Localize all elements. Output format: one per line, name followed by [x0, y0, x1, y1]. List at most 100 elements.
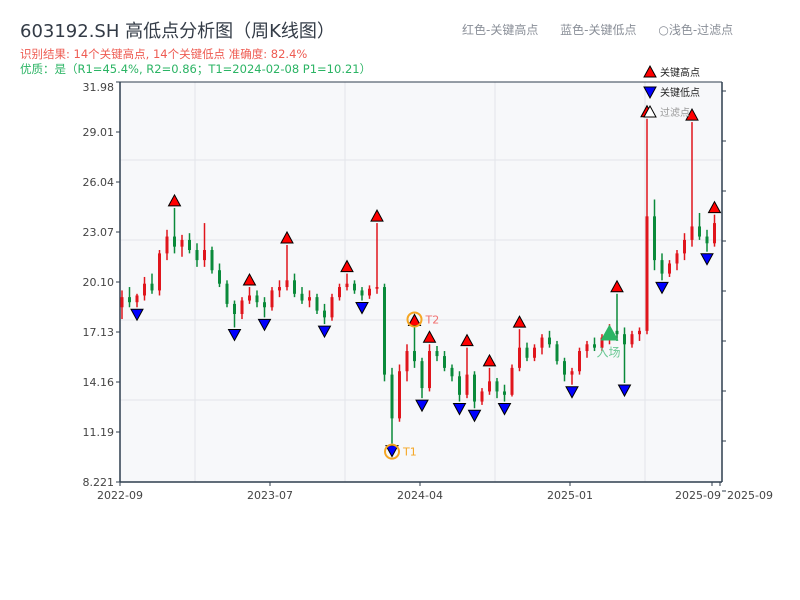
legend-item-label: 关键高点 [660, 66, 700, 79]
key-high-marker [242, 273, 257, 286]
candle-body [638, 330, 641, 335]
candle-body [195, 250, 199, 261]
candle-body [360, 290, 364, 296]
key-high-marker [610, 279, 624, 293]
candle-body [128, 297, 131, 303]
candle-body [615, 330, 619, 335]
legend-marker-icon [643, 104, 657, 118]
candle [548, 330, 551, 348]
candle [308, 290, 311, 308]
candle [180, 234, 184, 257]
candle [195, 243, 199, 267]
candle-body [518, 347, 521, 368]
candle [413, 327, 416, 368]
candle [390, 367, 394, 444]
candle-body [690, 226, 694, 240]
chart-title: 603192.SH 高低点分析图（周K线图） [20, 21, 335, 42]
candle-body [263, 302, 266, 308]
candle-body [630, 334, 634, 345]
candle [420, 357, 424, 399]
result-summary: 识别结果: 14个关键高点, 14个关键低点 准确度: 82.4% [20, 47, 308, 61]
candle-body [660, 260, 664, 274]
candle-body [525, 347, 529, 358]
candle [218, 263, 221, 288]
candle [570, 367, 574, 385]
legend-blue-key-low: 蓝色-关键低点 [560, 23, 637, 37]
candle [338, 283, 341, 301]
x-tick-label: 2025-09 [727, 489, 773, 502]
candle [653, 199, 656, 271]
candle [150, 273, 154, 294]
candle [638, 327, 641, 341]
key-high-marker [460, 333, 474, 347]
candle [285, 244, 289, 291]
candle-body [555, 344, 559, 362]
candle-body [338, 287, 341, 298]
candle [593, 337, 596, 352]
legend-marker-icon [643, 64, 657, 78]
candle [128, 287, 131, 308]
candle [300, 287, 304, 304]
candle-body [240, 300, 244, 314]
candle [705, 229, 709, 252]
candle [675, 250, 679, 271]
x-tick-label: 2025-09 [675, 489, 721, 502]
candle-body [450, 367, 454, 377]
key-low-marker [257, 318, 272, 332]
candle [398, 364, 401, 422]
filtered-point-circle [384, 443, 400, 460]
candle [353, 280, 356, 294]
y-tick-label: 29.01 [83, 126, 115, 139]
y-tick-label: 11.19 [83, 426, 115, 439]
candle [203, 223, 206, 267]
candle [488, 367, 491, 395]
candle [690, 122, 694, 247]
candle [698, 212, 701, 240]
candle [120, 290, 124, 320]
candle-body [623, 334, 626, 345]
candle [435, 345, 439, 362]
candle-body [225, 283, 229, 304]
key-low-marker [227, 328, 242, 342]
key-low-marker [452, 403, 467, 416]
candle [225, 280, 229, 308]
candle [533, 344, 536, 362]
candle-body [488, 381, 491, 392]
candle-body [443, 356, 446, 368]
x-tick-label: 2023-07 [247, 489, 293, 502]
key-high-marker [422, 330, 437, 343]
candle [323, 303, 326, 325]
candle-body [458, 376, 461, 395]
candle [578, 347, 581, 375]
candle-body [368, 288, 371, 296]
legend-item-label: 关键低点 [660, 86, 700, 99]
candle-body [323, 310, 326, 318]
candle-body [548, 337, 551, 345]
candle-body [278, 287, 281, 291]
candle-body [533, 347, 536, 358]
candle-body [210, 250, 214, 271]
y-tick-label: 20.10 [83, 276, 115, 289]
key-high-marker [340, 259, 354, 273]
key-low-marker [317, 325, 332, 339]
candle-body [300, 293, 304, 301]
candle-body [698, 226, 701, 237]
candle-body [150, 283, 154, 291]
candle-body [345, 283, 349, 288]
candle-body [330, 297, 334, 318]
legend-filtered: ○浅色-过滤点 [658, 23, 734, 37]
candle-body [180, 239, 184, 247]
candle-body [645, 216, 649, 331]
candle [315, 293, 319, 314]
key-low-marker [130, 308, 144, 322]
candle [248, 287, 251, 304]
candle [495, 377, 499, 399]
candle [473, 371, 476, 409]
candle [143, 276, 146, 301]
x-tick-label: 2022-09 [97, 489, 143, 502]
y-tick-label: 8.221 [83, 476, 115, 489]
candle-body [510, 367, 514, 395]
candle-body [675, 253, 679, 264]
candle [540, 334, 544, 355]
